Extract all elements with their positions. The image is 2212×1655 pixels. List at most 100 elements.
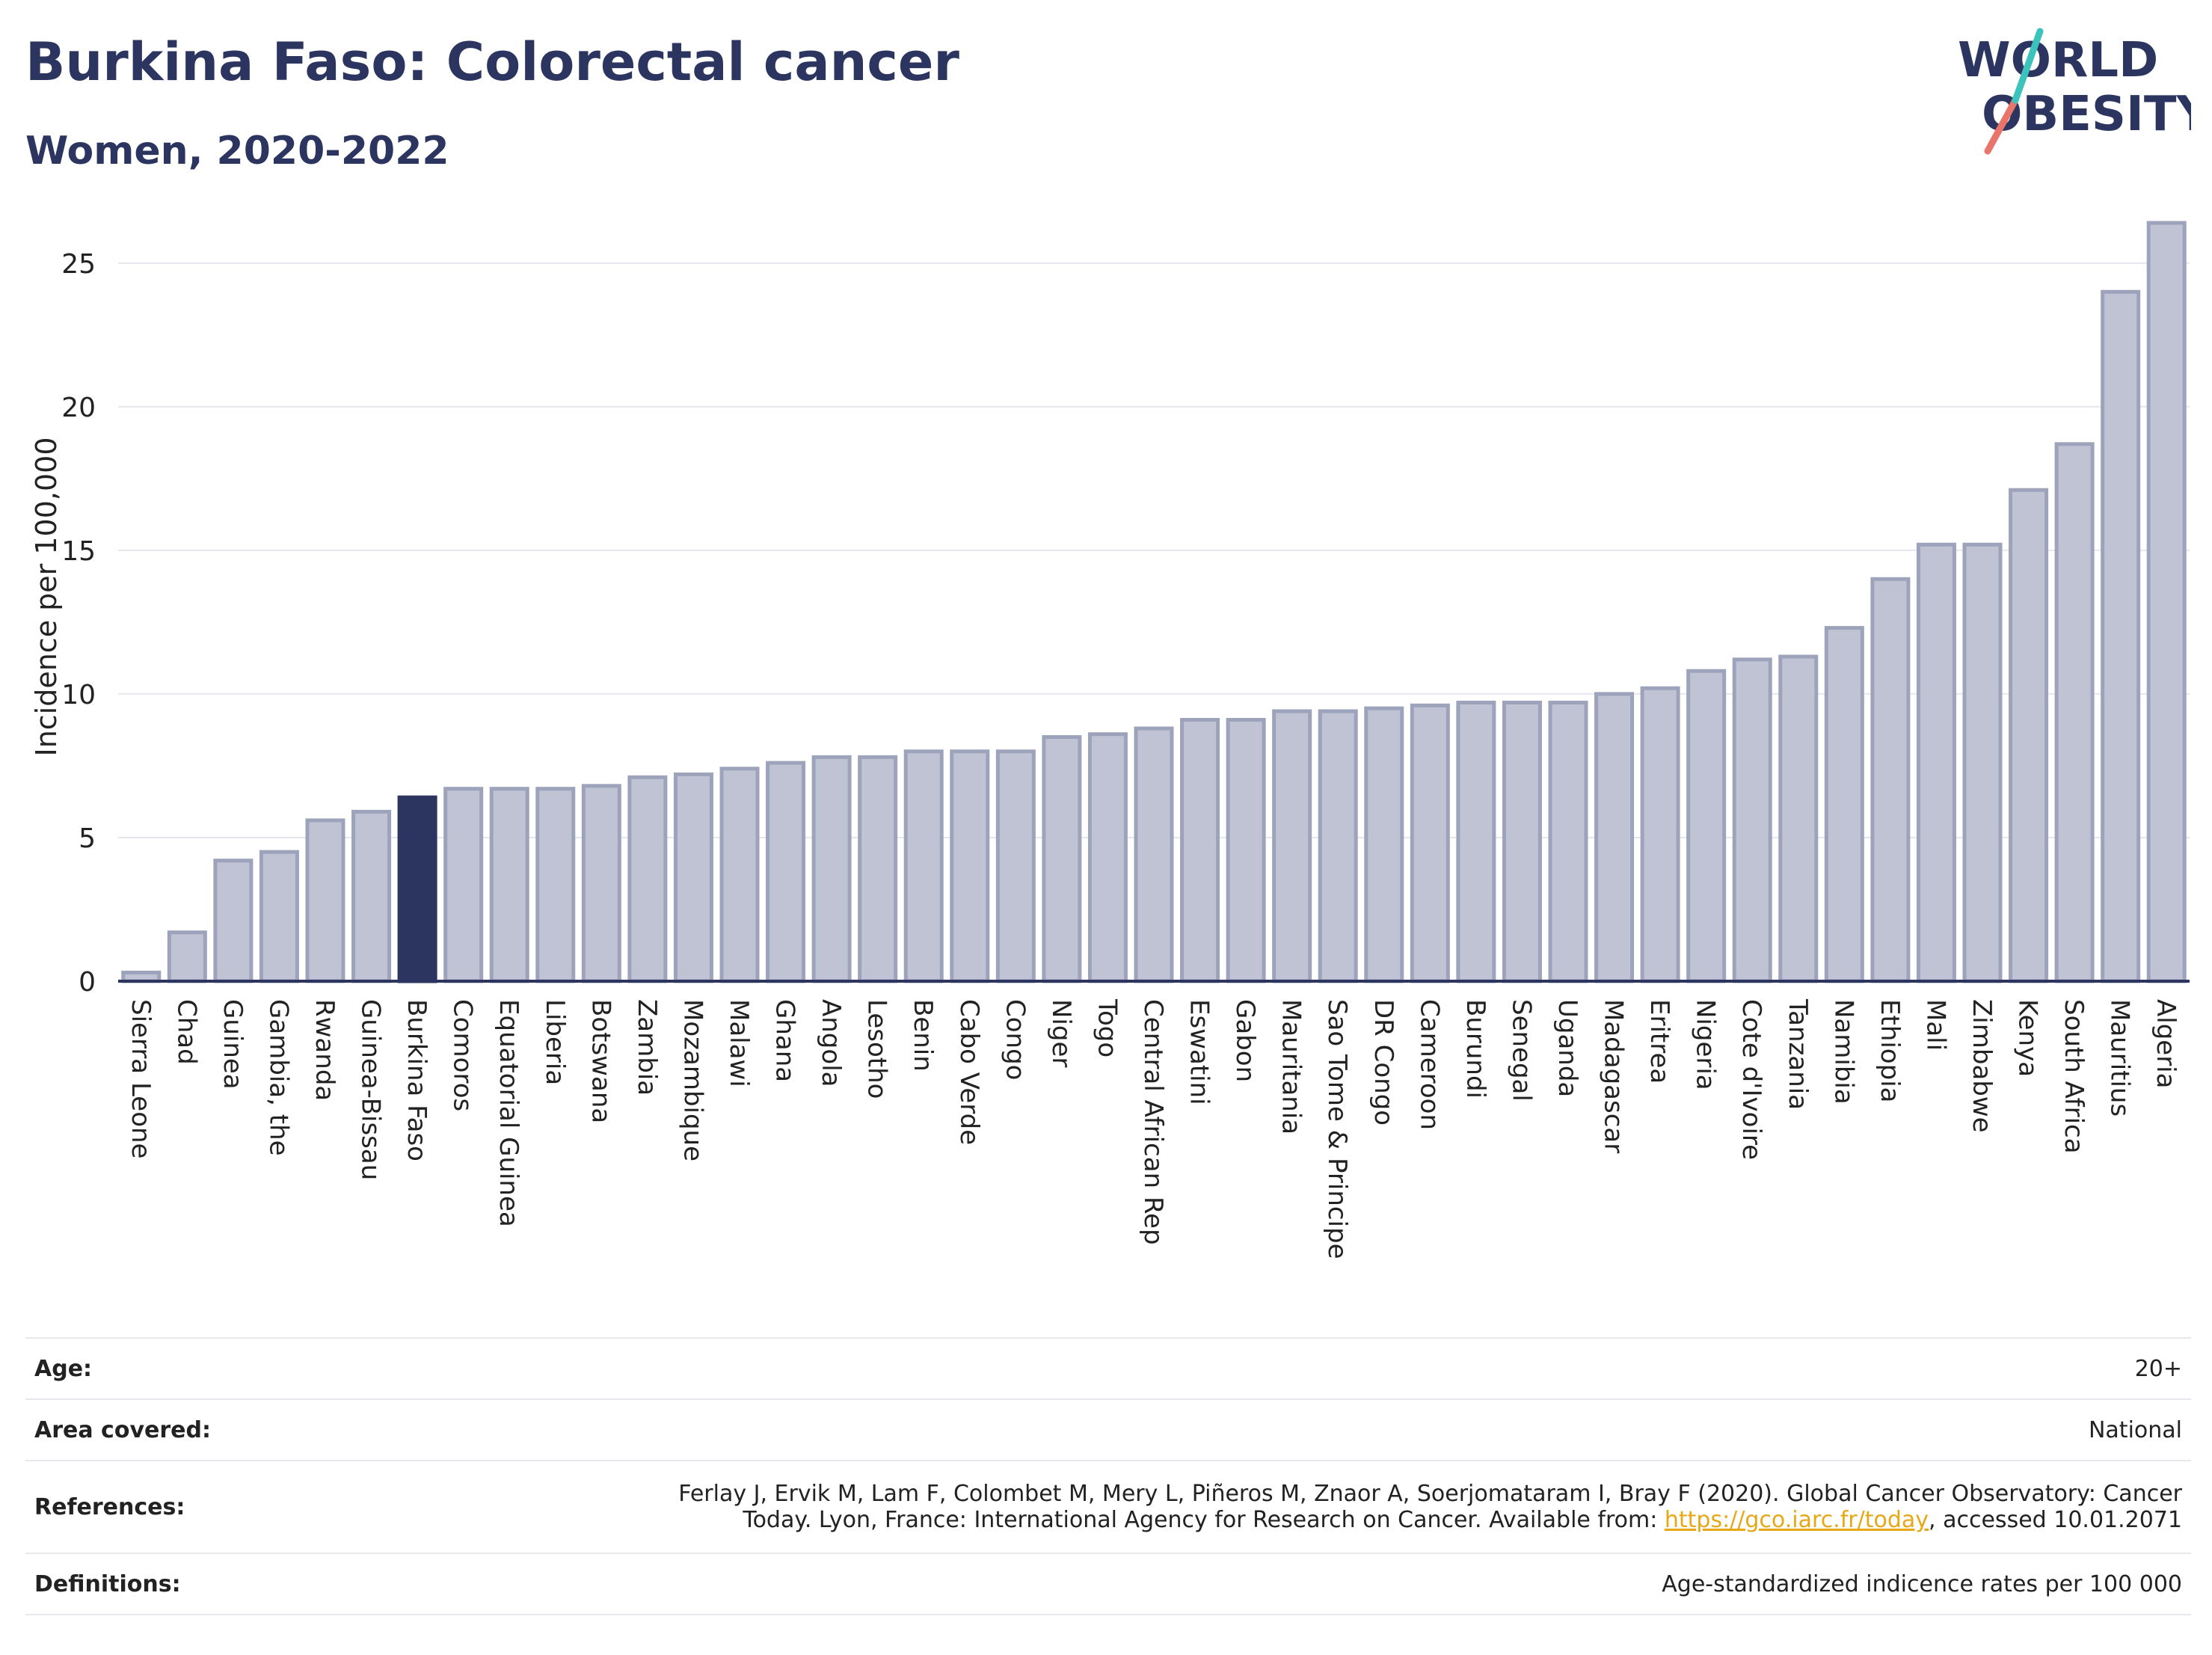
bar-benin <box>903 749 944 983</box>
references-value: Ferlay J, Ervik M, Lam F, Colombet M, Me… <box>402 1460 2191 1553</box>
x-tick-label: Sao Tome & Principe <box>1322 999 1352 1259</box>
x-tick-label: Liberia <box>540 999 570 1085</box>
info-row-references: References: Ferlay J, Ervik M, Lam F, Co… <box>25 1460 2191 1553</box>
bar-zambia <box>627 775 668 983</box>
definitions-label: Definitions: <box>25 1553 402 1615</box>
bar-equatorial-guinea <box>489 787 529 983</box>
bar-liberia <box>535 787 576 983</box>
info-row-area: Area covered: National <box>25 1398 2191 1461</box>
x-tick-label: Comoros <box>448 999 478 1111</box>
x-tick-label: Zambia <box>632 999 662 1096</box>
x-tick-label: Cote d'Ivoire <box>1736 999 1766 1160</box>
bar-mozambique <box>673 772 713 983</box>
bar-madagascar <box>1594 692 1635 983</box>
x-tick-label: Gabon <box>1230 999 1260 1082</box>
x-tick-label: Lesotho <box>862 999 892 1099</box>
x-tick-label: Central African Rep <box>1138 999 1168 1245</box>
bar-cote-d-ivoire <box>1732 657 1772 983</box>
info-table: Age: 20+ Area covered: National Referenc… <box>25 1337 2191 1615</box>
y-tick-label: 20 <box>61 393 96 423</box>
y-tick-label: 10 <box>61 680 96 710</box>
world-obesity-logo: WORLD OBESITY <box>1958 28 2191 155</box>
bar-eswatini <box>1180 717 1220 983</box>
bar-algeria <box>2146 221 2187 983</box>
bar-lesotho <box>858 755 898 983</box>
x-tick-label: Namibia <box>1828 999 1858 1105</box>
x-tick-label: Mali <box>1920 999 1950 1051</box>
bar-mali <box>1916 542 1956 983</box>
references-line2-post: , accessed 10.01.2071 <box>1929 1507 2182 1533</box>
age-label: Age: <box>25 1337 402 1399</box>
x-tick-label: Nigeria <box>1691 999 1721 1090</box>
age-value: 20+ <box>402 1337 2191 1399</box>
definitions-value: Age-standardized indicence rates per 100… <box>402 1553 2191 1615</box>
x-tick-label: Equatorial Guinea <box>494 999 523 1227</box>
bar-burundi <box>1456 700 1496 983</box>
x-tick-label: Chad <box>171 999 201 1065</box>
bar-sao-tome-principe <box>1318 709 1358 983</box>
info-row-age: Age: 20+ <box>25 1337 2191 1399</box>
references-link[interactable]: https://gco.iarc.fr/today <box>1664 1507 1929 1533</box>
area-label: Area covered: <box>25 1398 402 1461</box>
page-title: Burkina Faso: Colorectal cancer <box>25 31 959 93</box>
y-tick-label: 5 <box>79 823 96 854</box>
references-line2-pre: Today. Lyon, France: International Agenc… <box>743 1507 1665 1533</box>
bar-angola <box>811 755 852 983</box>
bar-eritrea <box>1640 686 1680 983</box>
bar-kenya <box>2009 488 2049 983</box>
x-tick-label: Niger <box>1046 999 1076 1067</box>
bar-uganda <box>1548 700 1588 983</box>
x-tick-label: Zimbabwe <box>1967 999 1997 1133</box>
bar-chart: 0 5 10 15 20 25 Sierra Leone Chad Guinea Gambia,… <box>30 221 2190 1259</box>
x-tick-label: Botswana <box>586 999 615 1123</box>
references-label: References: <box>25 1460 402 1553</box>
bar-togo <box>1087 732 1128 983</box>
x-tick-label: Mauritania <box>1276 999 1306 1134</box>
bar-central-african-rep <box>1134 726 1174 983</box>
bar-cameroon <box>1410 703 1450 983</box>
x-tick-label: South Africa <box>2059 999 2089 1154</box>
bar-botswana <box>581 784 621 983</box>
bar-rwanda <box>305 818 345 983</box>
bar-burkina-faso <box>397 795 437 983</box>
bar-nigeria <box>1686 669 1727 983</box>
x-tick-label: Angola <box>816 999 846 1087</box>
bar-guinea-bissau <box>351 809 392 983</box>
x-tick-label: Cameroon <box>1414 999 1444 1130</box>
x-tick-label: Kenya <box>2013 999 2043 1077</box>
x-tick-label: Benin <box>908 999 938 1072</box>
references-line1: Ferlay J, Ervik M, Lam F, Colombet M, Me… <box>678 1481 2182 1507</box>
x-tick-label: Mauritius <box>2105 999 2135 1117</box>
y-axis-label: Incidence per 100,000 <box>30 437 63 756</box>
bar-tanzania <box>1778 654 1819 983</box>
bar-ethiopia <box>1870 577 1911 983</box>
x-tick-label: Ghana <box>770 999 800 1082</box>
x-tick-label: Gambia, the <box>263 999 293 1156</box>
page-subtitle: Women, 2020-2022 <box>25 129 449 174</box>
bar-malawi <box>719 767 760 983</box>
x-tick-label: DR Congo <box>1368 999 1398 1126</box>
x-tick-label: Madagascar <box>1599 999 1629 1153</box>
x-tick-label: Tanzania <box>1783 998 1813 1110</box>
y-tick-label: 25 <box>61 249 96 280</box>
bar-comoros <box>443 787 484 983</box>
bar-mauritius <box>2101 289 2141 983</box>
x-tick-label: Togo <box>1092 998 1122 1057</box>
x-tick-label: Algeria <box>2151 999 2181 1088</box>
x-tick-label: Malawi <box>724 999 754 1087</box>
x-tick-label: Uganda <box>1552 999 1582 1097</box>
bar-senegal <box>1502 700 1542 983</box>
bar-zimbabwe <box>1962 542 2003 983</box>
x-tick-label: Burundi <box>1460 999 1490 1099</box>
bar-ghana <box>766 761 806 983</box>
x-tick-label: Senegal <box>1506 999 1536 1102</box>
x-tick-label: Eritrea <box>1644 999 1674 1084</box>
area-value: National <box>402 1398 2191 1461</box>
bar-south-africa <box>2054 442 2095 983</box>
x-tick-label: Ethiopia <box>1875 999 1905 1102</box>
bar-congo <box>995 749 1036 983</box>
x-tick-label: Sierra Leone <box>126 999 156 1158</box>
bar-guinea <box>213 859 254 983</box>
logo-line1: WORLD <box>1958 33 2158 88</box>
bar-mauritania <box>1272 709 1312 983</box>
